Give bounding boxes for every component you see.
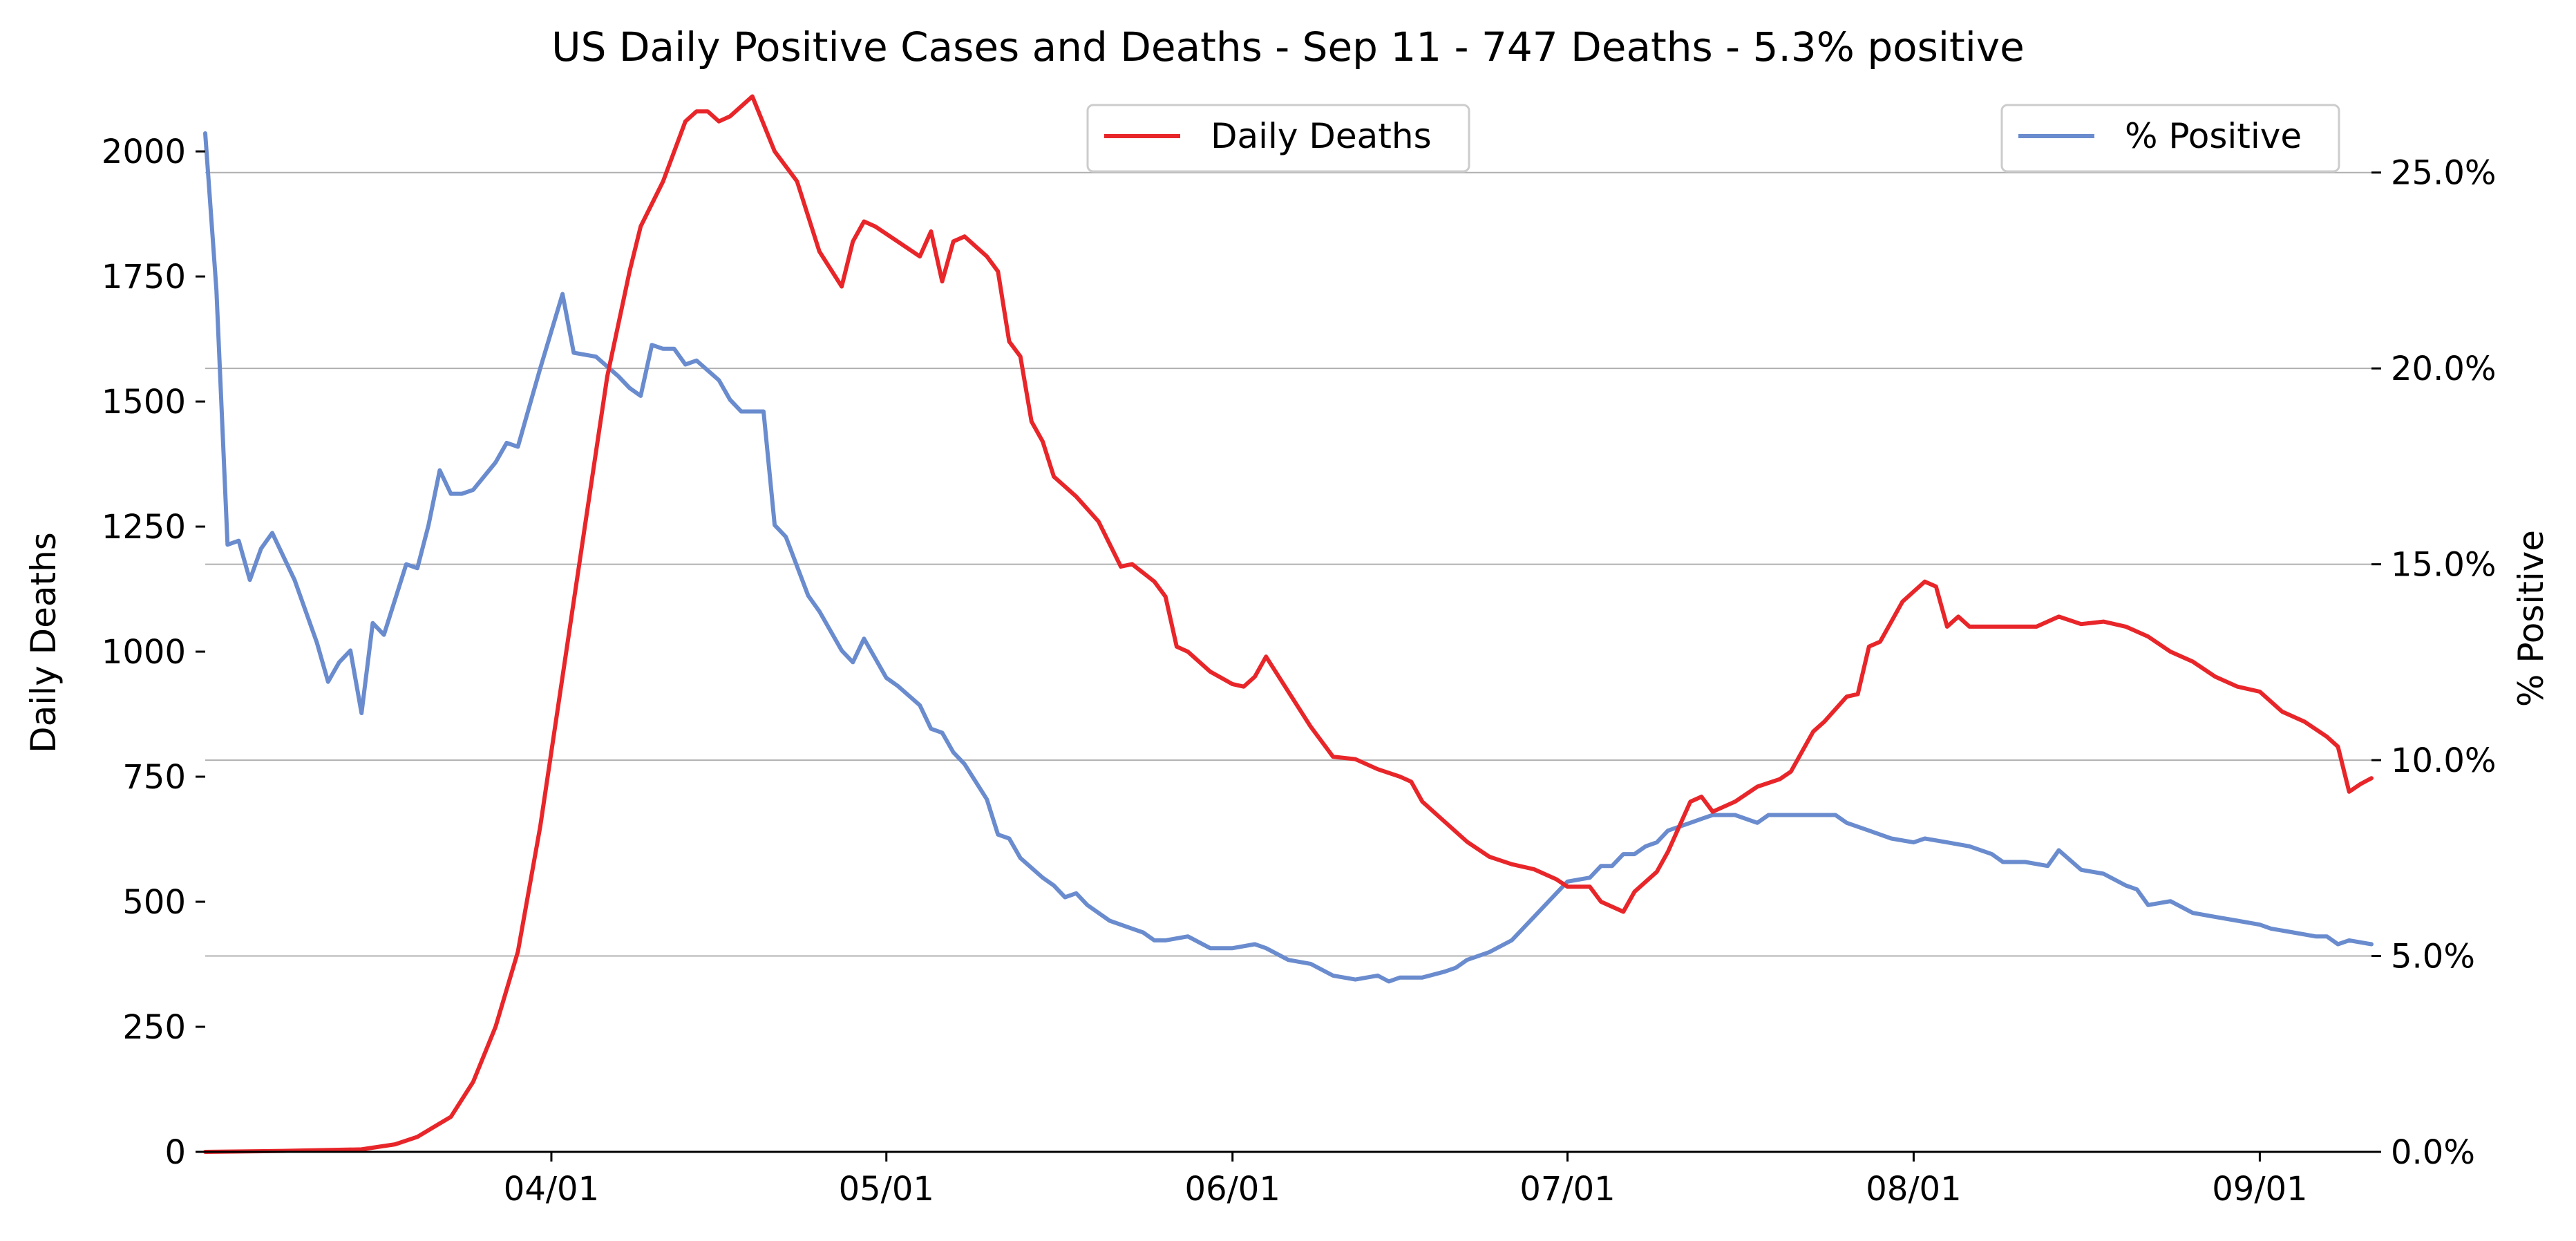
right-y-tick-label: 25.0% xyxy=(2391,154,2496,193)
x-axis-ticks: 04/01 05/01 06/01 07/01 08/01 09/01 xyxy=(504,1152,2308,1209)
horizontal-gridlines xyxy=(205,171,2371,957)
right-y-tick-label: 5.0% xyxy=(2391,938,2475,976)
x-tick-label: 05/01 xyxy=(839,1170,934,1209)
x-tick-label: 09/01 xyxy=(2212,1170,2307,1209)
right-y-tick-label: 0.0% xyxy=(2391,1133,2475,1172)
right-y-tick-label: 15.0% xyxy=(2391,546,2496,585)
left-y-tick-label: 1750 xyxy=(102,258,186,296)
legend-box xyxy=(2000,104,2340,173)
left-y-axis-label: Daily Deaths xyxy=(23,532,64,753)
chart-title: US Daily Positive Cases and Deaths - Sep… xyxy=(551,23,2025,70)
right-y-tick-label: 10.0% xyxy=(2391,741,2496,780)
left-y-tick-label: 1000 xyxy=(102,633,186,672)
x-tick-label: 07/01 xyxy=(1519,1170,1615,1209)
legend-box xyxy=(1086,104,1470,173)
left-y-tick-label: 2000 xyxy=(102,133,186,171)
series-line-daily-deaths xyxy=(203,94,2374,1154)
left-y-axis-ticks: 0 250 500 750 1000 1250 1500 1750 2000 xyxy=(102,133,205,1172)
legend-label-daily-deaths: Daily Deaths xyxy=(1211,116,1432,156)
left-y-tick-label: 1500 xyxy=(102,383,186,421)
right-y-tick-label: 20.0% xyxy=(2391,350,2496,388)
legend-percent-positive: % Positive xyxy=(2000,104,2340,173)
x-tick-label: 06/01 xyxy=(1185,1170,1280,1209)
legend-label-percent-positive: % Positive xyxy=(2125,116,2302,156)
left-y-tick-label: 250 xyxy=(122,1008,186,1047)
x-tick-label: 04/01 xyxy=(504,1170,599,1209)
right-y-axis-label: % Positive xyxy=(2511,530,2551,707)
series-line-percent-positive xyxy=(203,131,2374,984)
left-y-tick-label: 0 xyxy=(164,1133,186,1172)
left-y-tick-label: 750 xyxy=(122,758,186,797)
right-y-axis-ticks: 0.0% 5.0% 10.0% 15.0% 20.0% 25.0% xyxy=(2371,154,2496,1172)
series-layer xyxy=(203,94,2374,1154)
left-y-tick-label: 500 xyxy=(122,883,186,922)
left-y-tick-label: 1250 xyxy=(102,508,186,547)
legend-daily-deaths: Daily Deaths xyxy=(1086,104,1470,173)
x-tick-label: 08/01 xyxy=(1866,1170,1961,1209)
